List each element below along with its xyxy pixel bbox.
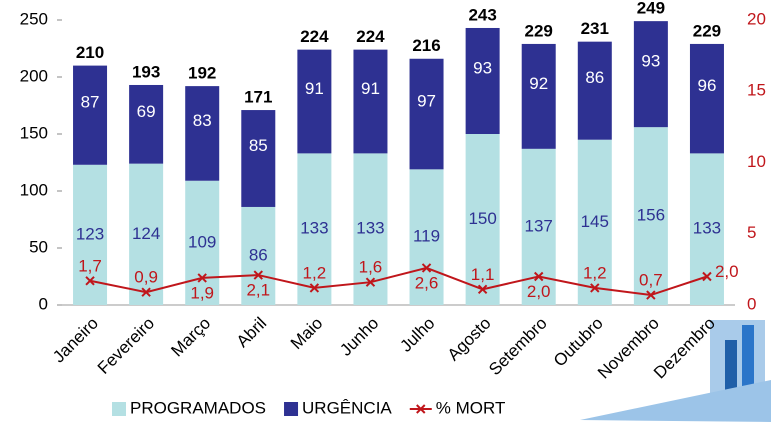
value-label: 93 [641,52,660,71]
line-value-label: 1,7 [78,256,102,275]
x-tick-label: Agosto [444,314,495,365]
value-label: 83 [193,111,212,130]
x-tick-label: Fevereiro [94,314,158,378]
x-tick-label: Outubro [550,314,607,371]
total-label: 231 [581,19,609,38]
bar-segment [297,50,331,154]
value-label: 87 [81,93,100,112]
total-label: 229 [525,21,553,40]
bar-segment [410,59,444,170]
bar-segment [578,42,612,140]
total-label: 193 [132,62,160,81]
bar-segment [522,44,556,149]
value-label: 109 [188,232,216,251]
total-label: 216 [412,36,440,55]
line-value-label: 0,7 [639,271,663,290]
line-value-label: 0,9 [134,268,158,287]
chart: 0 50 100 150 200 250 0 5 10 15 20 123 87 210 Janeiro 12… [0,0,771,422]
value-label: 119 [413,227,440,246]
x-tick-label: Setembro [485,314,551,380]
total-label: 243 [468,5,496,24]
legend-label: PROGRAMADOS [130,398,266,417]
bar-segment [690,44,724,153]
total-label: 171 [244,88,272,107]
total-label: 192 [188,64,216,83]
x-tick-label: Julho [396,314,438,356]
line-value-label: 2,6 [415,273,439,292]
value-label: 86 [249,245,268,264]
value-label: 123 [76,224,104,243]
y-tick-label: 200 [20,66,48,85]
value-label: 91 [305,79,324,98]
bar-segment [129,85,163,164]
y2-tick-label: 20 [747,9,766,28]
value-label: 133 [300,219,328,238]
x-tick-label: Maio [287,314,326,353]
value-label: 156 [637,206,665,225]
bar-segment [466,28,500,134]
total-label: 224 [356,27,385,46]
line-value-label: 1,2 [583,263,607,282]
y-tick-label: 0 [39,294,48,313]
total-label: 229 [693,21,721,40]
y-tick-label: 100 [20,180,48,199]
x-tick-label: Janeiro [49,314,102,367]
value-label: 91 [361,79,380,98]
value-label: 85 [249,136,268,155]
line-value-label: 1,1 [471,265,495,284]
value-label: 86 [585,68,604,87]
x-tick-label: Abril [233,314,270,351]
bar-segment [634,21,668,127]
line [90,268,707,295]
legend-label: URGÊNCIA [302,398,392,417]
y-tick-label: 150 [20,123,48,142]
value-label: 92 [529,74,548,93]
legend-swatch [284,402,298,416]
line-value-label: 1,9 [190,283,214,302]
bar-segment [185,86,219,181]
value-label: 93 [473,58,492,77]
y-tick-label: 50 [29,237,48,256]
bar-segment [353,50,387,154]
legend-swatch [112,402,126,416]
y-tick-label: 250 [20,9,48,28]
value-label: 96 [697,76,716,95]
x-tick-label: Dezembro [650,314,719,383]
value-label: 69 [137,102,156,121]
y2-tick-label: 5 [747,223,756,242]
line-value-label: 2,1 [246,281,270,300]
total-label: 210 [76,43,104,62]
x-tick-label: Março [167,314,214,361]
x-tick-label: Junho [336,314,382,360]
legend-label: % MORT [436,398,506,417]
y2-tick-label: 0 [747,294,756,313]
line-value-label: 2,0 [527,282,551,301]
value-label: 133 [693,219,721,238]
total-label: 249 [637,0,665,18]
value-label: 137 [525,216,553,235]
y2-tick-label: 15 [747,81,766,100]
value-label: 97 [417,92,436,111]
total-label: 224 [300,27,329,46]
value-label: 145 [581,212,609,231]
value-label: 133 [356,219,384,238]
line-value-label: 2,0 [715,262,739,281]
bar-segment [241,110,275,207]
line-value-label: 1,6 [359,258,383,277]
line-value-label: 1,2 [303,263,327,282]
value-label: 124 [132,224,160,243]
bar-segment [73,66,107,165]
y2-tick-label: 10 [747,152,766,171]
value-label: 150 [468,209,496,228]
